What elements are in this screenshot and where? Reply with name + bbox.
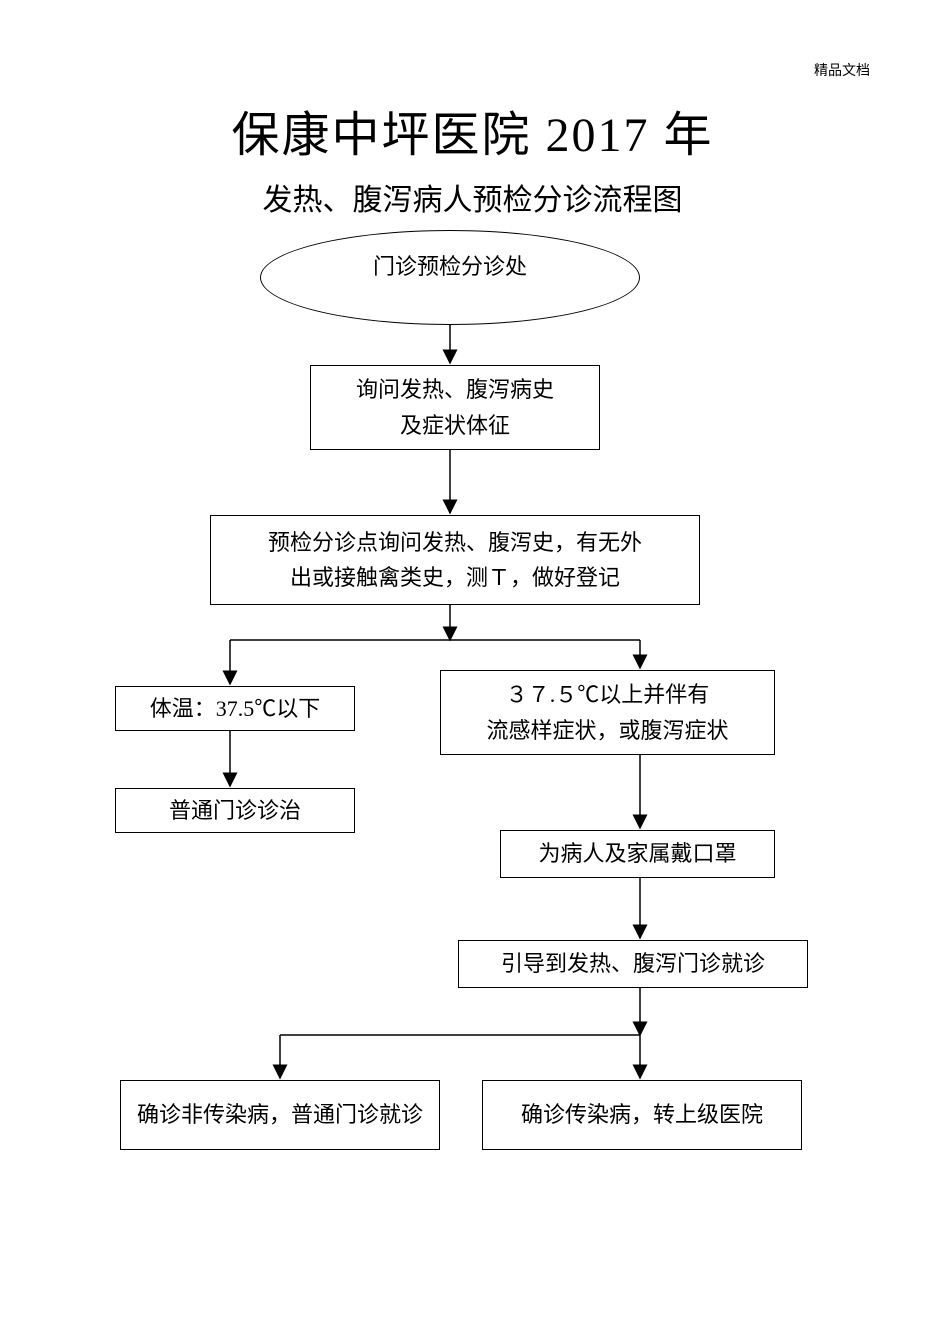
flowchart-node-infectious-transfer: 确诊传染病，转上级医院	[482, 1080, 802, 1150]
flowchart-node-label: 体温：37.5℃以下	[150, 691, 321, 726]
text-line: 出或接触禽类史，测Ｔ，做好登记	[290, 565, 620, 590]
text-line: 询问发热、腹泻病史	[356, 377, 554, 402]
flowchart-node-triage-check: 预检分诊点询问发热、腹泻史，有无外 出或接触禽类史，测Ｔ，做好登记	[210, 515, 700, 605]
flowchart-node-temp-below: 体温：37.5℃以下	[115, 686, 355, 731]
text-line: ３７.５℃以上并伴有	[506, 682, 710, 707]
flowchart-node-label: 普通门诊诊治	[169, 793, 301, 828]
flowchart-node-not-infectious: 确诊非传染病，普通门诊就诊	[120, 1080, 440, 1150]
flowchart-node-label: 门诊预检分诊处	[261, 249, 639, 281]
flowchart-node-label: ３７.５℃以上并伴有 流感样症状，或腹泻症状	[486, 677, 728, 747]
flowchart-node-label: 引导到发热、腹泻门诊就诊	[501, 946, 765, 981]
flowchart-node-general-clinic: 普通门诊诊治	[115, 788, 355, 833]
flowchart-node-label: 确诊传染病，转上级医院	[521, 1097, 763, 1132]
flowchart-node-label: 预检分诊点询问发热、腹泻史，有无外 出或接触禽类史，测Ｔ，做好登记	[268, 525, 642, 595]
flowchart-node-start: 门诊预检分诊处	[260, 230, 640, 325]
page-title-line2: 发热、腹泻病人预检分诊流程图	[0, 175, 945, 219]
flowchart-node-label: 询问发热、腹泻病史 及症状体征	[356, 372, 554, 442]
flowchart-node-fever-clinic: 引导到发热、腹泻门诊就诊	[458, 940, 808, 988]
page-title-line1: 保康中坪医院 2017 年	[0, 95, 945, 165]
flowchart-node-label: 为病人及家属戴口罩	[538, 836, 736, 871]
flowchart-node-temp-above: ３７.５℃以上并伴有 流感样症状，或腹泻症状	[440, 670, 775, 755]
flowchart-node-ask-history: 询问发热、腹泻病史 及症状体征	[310, 365, 600, 450]
watermark-text: 精品文档	[814, 60, 870, 80]
text-line: 及症状体征	[400, 413, 510, 438]
text-line: 预检分诊点询问发热、腹泻史，有无外	[268, 530, 642, 555]
flowchart-node-label: 确诊非传染病，普通门诊就诊	[137, 1097, 423, 1132]
flowchart-node-mask: 为病人及家属戴口罩	[500, 830, 775, 878]
text-line: 流感样症状，或腹泻症状	[486, 718, 728, 743]
